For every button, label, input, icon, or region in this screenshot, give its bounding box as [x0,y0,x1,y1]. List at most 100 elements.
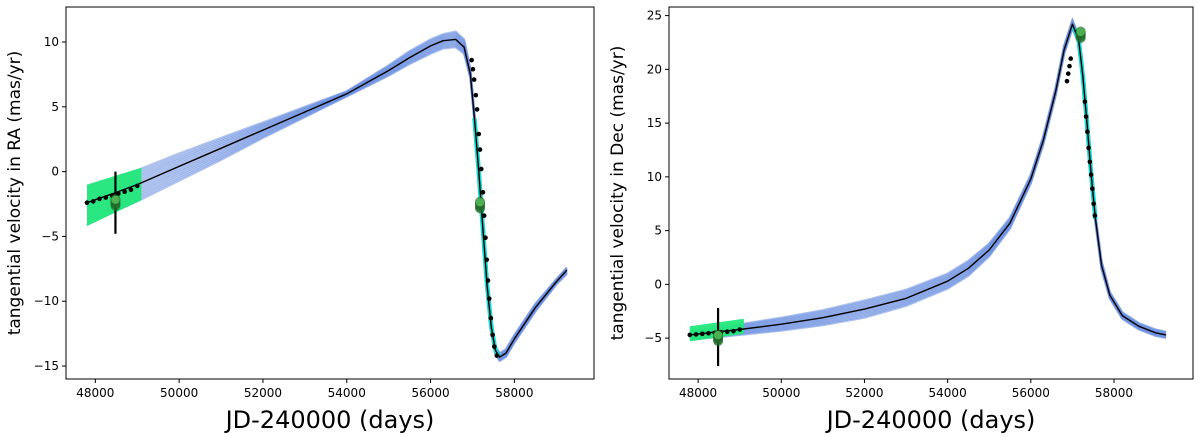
ensemble-curve [86,38,568,359]
data-point [484,257,490,263]
data-point [480,190,486,195]
data-point [1065,71,1071,76]
y-axis-title: tangential velocity in RA (mas/yr) [5,51,25,336]
ensemble-curve [86,34,568,357]
data-point [476,131,482,137]
data-point [706,331,711,336]
plot-area [84,30,568,363]
x-tick-label: 48000 [679,386,717,400]
data-point [1090,186,1095,191]
data-point [724,329,730,334]
axes-frame [65,6,595,380]
measurement-marker-shadow [1075,32,1086,43]
data-point [122,189,127,195]
x-tick-label: 58000 [495,386,533,400]
data-point [1086,145,1091,151]
data-point [481,213,487,218]
data-point [486,296,492,301]
measurement-marker-shadow [475,203,486,214]
x-tick-label: 58000 [1095,386,1133,400]
ensemble-curve [86,31,568,356]
data-point [128,187,134,193]
data-point [693,332,699,337]
data-point [491,344,497,349]
data-point [1068,56,1074,61]
data-point [471,77,477,82]
data-point [90,199,96,204]
data-point [477,147,483,152]
x-tick-label: 50000 [762,386,800,400]
y-tick-label: 5 [654,224,662,238]
data-point [473,92,479,98]
y-tick-label: 20 [647,62,662,76]
x-tick-label: 50000 [160,386,198,400]
x-tick-label: 56000 [411,386,449,400]
data-point [488,315,494,321]
data-point [1064,78,1070,84]
data-point [1083,114,1089,119]
data-point [134,183,140,189]
ensemble-curve [86,42,568,361]
data-point [474,107,480,112]
data-point [1085,129,1090,135]
data-point [469,57,474,63]
data-point [1067,63,1072,69]
data-point [1092,213,1098,218]
data-point [1088,172,1094,178]
y-tick-label: −5 [41,229,59,243]
data-point [494,353,500,358]
x-tick-label: 56000 [1012,386,1050,400]
y-tick-label: −5 [644,331,662,345]
ensemble-curve [689,16,1167,333]
data-point [731,328,736,334]
x-axis-title: JD-240000 (days) [224,406,435,434]
x-tick-label: 54000 [929,386,967,400]
data-point [478,166,484,172]
ensemble-curve [86,44,568,362]
measurement-marker [713,330,723,340]
ensemble-curve [86,40,568,360]
y-tick-label: 10 [647,170,662,184]
ensemble-curve [86,37,568,359]
data-point [699,331,705,337]
data-point [470,66,476,72]
data-point [737,327,742,332]
y-tick-label: −15 [34,359,59,373]
data-point [1087,159,1093,165]
ensemble-curve [689,19,1167,336]
ensemble-curve [86,30,568,355]
y-tick-label: 0 [51,165,59,179]
ensemble-curve [86,46,568,363]
data-point [485,278,491,283]
y-tick-label: 10 [44,35,59,49]
y-tick-label: 25 [647,9,662,23]
y-tick-label: −10 [34,294,59,308]
measurement-marker-shadow [110,200,121,211]
y-tick-label: 15 [647,116,662,130]
ra-velocity-panel: 48000 50000 52000 54000 56000 58000 10 5 0 −5 −10 −… [5,6,595,434]
data-point [1091,201,1096,207]
y-axis-title: tangential velocity in Dec (mas/yr) [608,46,628,341]
plot-area [687,16,1167,367]
data-point [84,200,90,206]
dec-velocity-panel: 48000 50000 52000 54000 56000 58000 25 20 15 10 5 0… [608,6,1194,434]
data-point [490,332,495,338]
x-tick-label: 52000 [845,386,883,400]
x-axis-title: JD-240000 (days) [825,406,1036,434]
measurement-marker [475,198,485,207]
ensemble-curve [86,41,568,361]
y-tick-label: 0 [654,277,662,291]
measurement-marker [111,195,120,204]
measurement-marker-shadow [713,336,724,347]
x-tick-label: 48000 [76,386,114,400]
model-curve [86,38,568,358]
axes-frame [668,6,1194,380]
data-point [103,195,109,200]
data-point [483,235,488,241]
model-curve [689,23,1167,336]
x-tick-label: 54000 [328,386,366,400]
y-tick-label: 5 [51,100,59,114]
ensemble-curve [86,32,568,356]
ensemble-curve [86,36,568,358]
